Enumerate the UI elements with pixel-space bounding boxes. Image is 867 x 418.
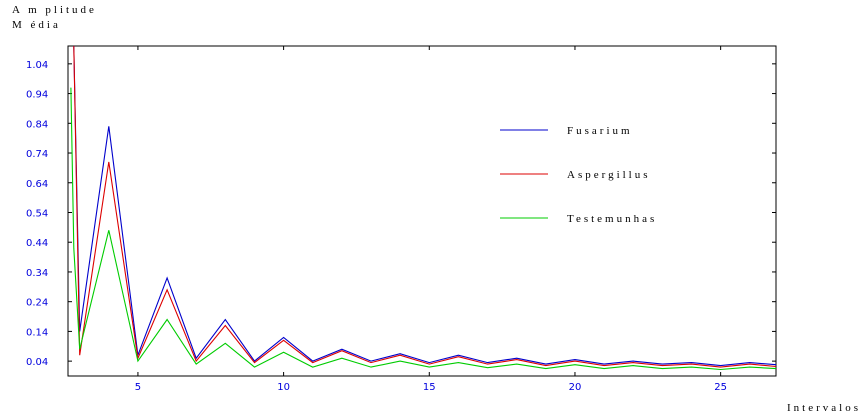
y-axis-label-line-2: M édia [12, 19, 61, 31]
x-tick-label: 15 [423, 382, 436, 393]
y-tick-label: 0.84 [26, 119, 48, 130]
y-tick-label: 0.64 [26, 179, 48, 190]
y-tick-label: 1.04 [26, 60, 48, 71]
y-tick-label: 0.24 [26, 298, 48, 309]
x-tick-label: 10 [277, 382, 290, 393]
plot-frame [67, 45, 777, 377]
legend-label-testemunhas: Testemunhas [567, 213, 657, 225]
series-line-aspergillus [73, 46, 776, 368]
y-tick-label: 0.04 [26, 357, 48, 368]
y-axis-label-line-1: A m plitude [12, 4, 97, 16]
x-tick-label: 5 [135, 382, 141, 393]
legend: Fusarium Aspergillus Testemunhas [500, 125, 657, 225]
y-tick-label: 0.74 [26, 149, 48, 160]
series-line-fusarium [73, 46, 776, 367]
y-tick-label: 0.94 [26, 90, 48, 101]
y-tick-label: 0.54 [26, 208, 48, 219]
y-tick-label: 0.14 [26, 327, 48, 338]
x-tick-label: 20 [569, 382, 582, 393]
y-tick-label: 0.34 [26, 268, 48, 279]
legend-label-fusarium: Fusarium [567, 125, 633, 137]
x-tick-label: 25 [714, 382, 727, 393]
series-lines [70, 46, 776, 371]
plot-axes: 1.04 0.94 0.84 0.74 0.64 0.54 0.44 0.34 0.24 0.14… [26, 45, 777, 393]
legend-label-aspergillus: Aspergillus [567, 169, 651, 181]
y-tick-label: 0.44 [26, 238, 48, 249]
series-line-testemunhas [70, 87, 776, 371]
x-axis-label: Intervalos [787, 402, 861, 414]
